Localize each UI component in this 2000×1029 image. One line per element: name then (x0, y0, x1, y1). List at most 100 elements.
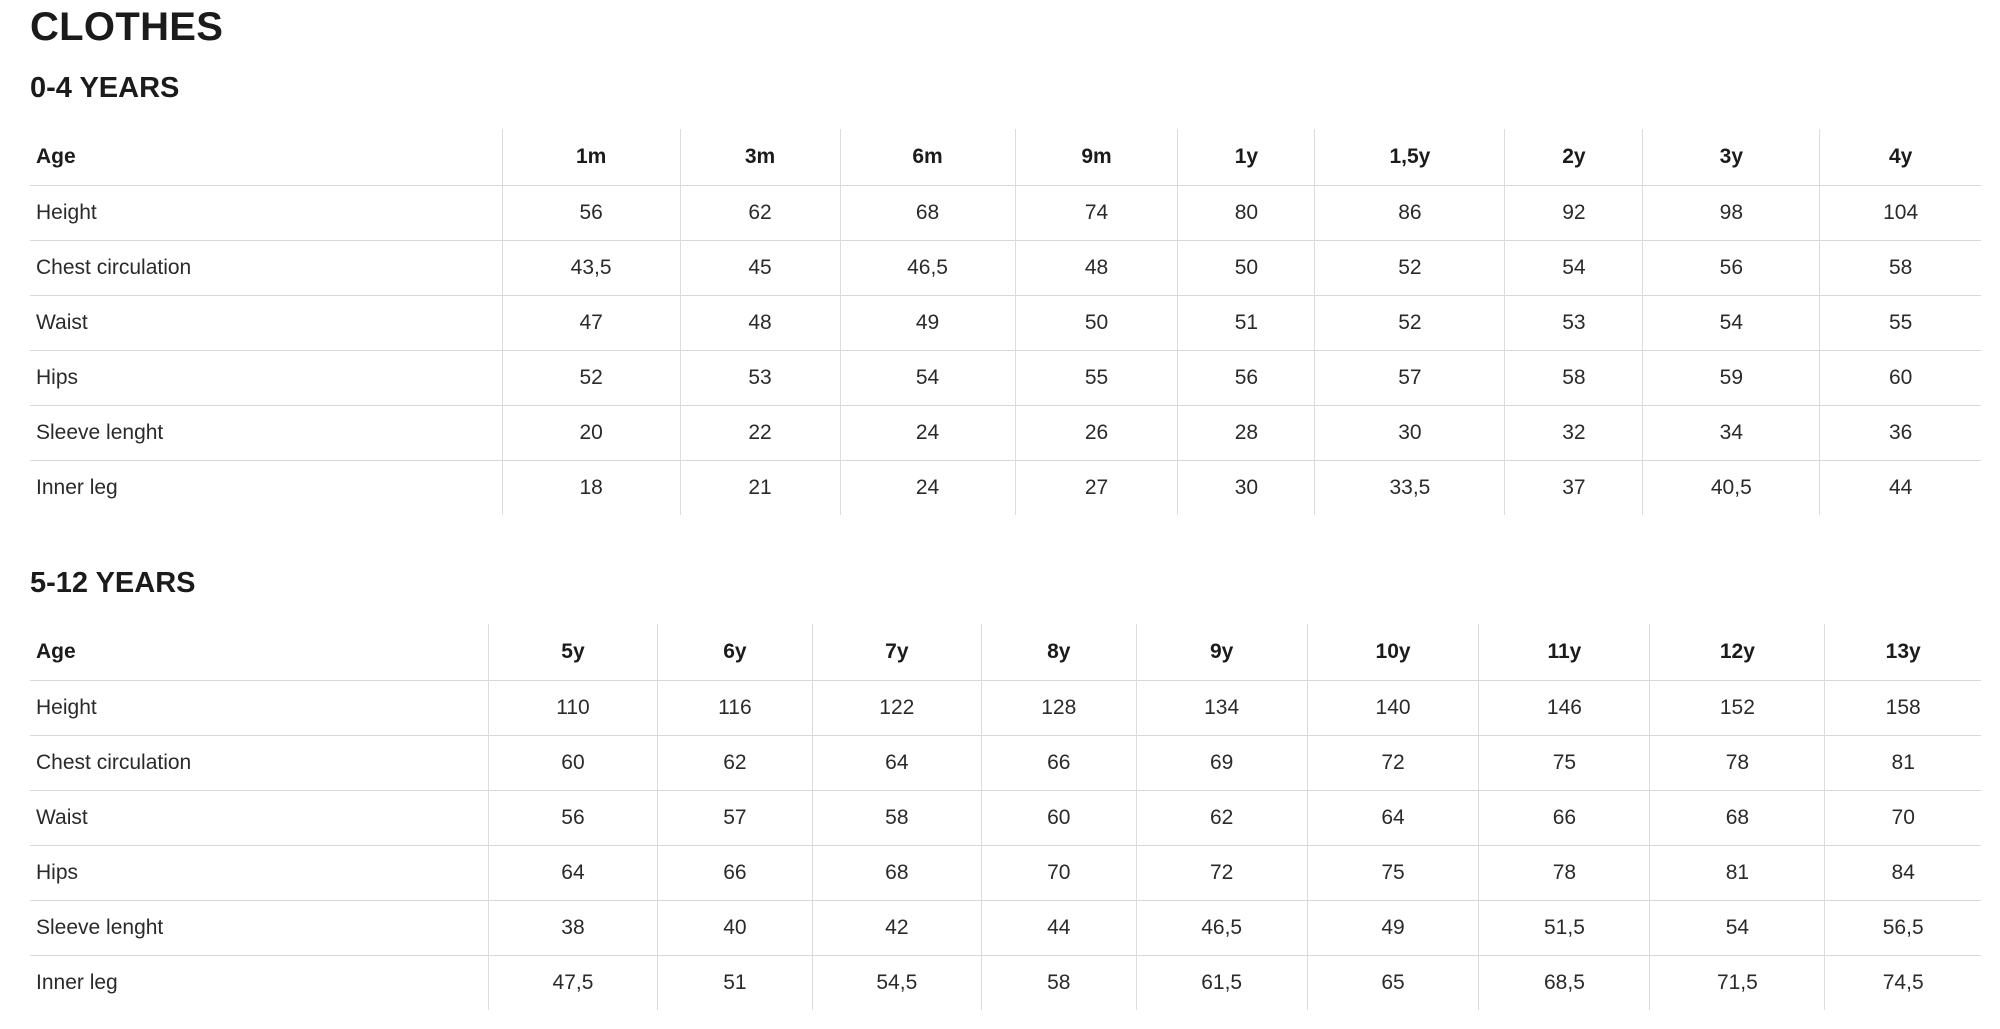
table-row: Inner leg 18 21 24 27 30 33,5 37 40,5 44 (30, 460, 1981, 515)
size-column-header: 2y (1504, 129, 1643, 186)
table-cell: 62 (679, 185, 841, 241)
table-cell: 68,5 (1478, 955, 1650, 1010)
table-cell: 54 (1649, 900, 1825, 956)
table-cell: 74,5 (1824, 955, 1981, 1010)
table-cell: 28 (1177, 405, 1315, 461)
table-cell: 66 (656, 845, 813, 901)
table-cell: 98 (1642, 185, 1820, 241)
table-cell: 44 (1819, 460, 1981, 515)
table-cell: 81 (1649, 845, 1825, 901)
size-column-header: 3m (679, 129, 841, 186)
table-cell: 58 (811, 790, 982, 846)
row-label: Inner leg (30, 955, 489, 1010)
table-cell: 52 (1314, 295, 1505, 351)
table-cell: 42 (811, 900, 982, 956)
table-cell: 52 (1314, 240, 1505, 296)
table-cell: 122 (811, 680, 982, 736)
table-cell: 48 (679, 295, 841, 351)
table-row: Chest circulation 43,5 45 46,5 48 50 52 54 56 58 (30, 240, 1981, 296)
table-cell: 32 (1504, 405, 1643, 461)
table-cell: 45 (679, 240, 841, 296)
table-cell: 20 (501, 405, 681, 461)
table-cell: 50 (1177, 240, 1315, 296)
table-cell: 128 (980, 680, 1137, 736)
table-cell: 58 (1819, 240, 1981, 296)
table-cell: 49 (839, 295, 1016, 351)
row-label: Inner leg (30, 460, 503, 515)
table-cell: 78 (1478, 845, 1650, 901)
table-cell: 46,5 (1135, 900, 1308, 956)
row-label: Waist (30, 295, 503, 351)
table-cell: 70 (980, 845, 1137, 901)
table-cell: 49 (1306, 900, 1479, 956)
section-heading: 0-4 YEARS (30, 72, 180, 104)
table-cell: 18 (501, 460, 681, 515)
table-row: Chest circulation 60 62 64 66 69 72 75 78 81 (30, 735, 1981, 791)
size-column-header: 1m (501, 129, 681, 186)
row-label: Height (30, 680, 489, 736)
table-row: Waist 47 48 49 50 51 52 53 54 55 (30, 295, 1981, 351)
table-cell: 40 (656, 900, 813, 956)
table-cell: 56 (501, 185, 681, 241)
table-cell: 50 (1014, 295, 1178, 351)
table-row: Hips 64 66 68 70 72 75 78 81 84 (30, 845, 1981, 901)
table-cell: 61,5 (1135, 955, 1308, 1010)
page-title: CLOTHES (30, 5, 224, 49)
table-cell: 64 (487, 845, 658, 901)
table-cell: 146 (1478, 680, 1650, 736)
table-cell: 46,5 (839, 240, 1016, 296)
table-cell: 54 (1642, 295, 1820, 351)
size-column-header: 6y (656, 624, 813, 681)
table-cell: 47 (501, 295, 681, 351)
table-cell: 69 (1135, 735, 1308, 791)
size-column-header: 9m (1014, 129, 1178, 186)
table-cell: 24 (839, 460, 1016, 515)
size-column-header: 1,5y (1314, 129, 1505, 186)
table-cell: 54 (839, 350, 1016, 406)
table-cell: 40,5 (1642, 460, 1820, 515)
table-cell: 65 (1306, 955, 1479, 1010)
table-cell: 64 (811, 735, 982, 791)
table-cell: 57 (1314, 350, 1505, 406)
table-cell: 59 (1642, 350, 1820, 406)
table-cell: 70 (1824, 790, 1981, 846)
table-cell: 68 (839, 185, 1016, 241)
table-cell: 72 (1306, 735, 1479, 791)
table-cell: 110 (487, 680, 658, 736)
table-cell: 64 (1306, 790, 1479, 846)
table-cell: 75 (1478, 735, 1650, 791)
table-cell: 134 (1135, 680, 1308, 736)
table-cell: 66 (1478, 790, 1650, 846)
table-cell: 44 (980, 900, 1137, 956)
table-cell: 54 (1504, 240, 1643, 296)
table-cell: 51,5 (1478, 900, 1650, 956)
size-column-header: 3y (1642, 129, 1820, 186)
table-cell: 55 (1819, 295, 1981, 351)
table-cell: 48 (1014, 240, 1178, 296)
table-cell: 62 (656, 735, 813, 791)
size-column-header: 11y (1478, 624, 1650, 681)
table-cell: 56 (1642, 240, 1820, 296)
size-table-section: 0-4 YEARS Age 1m 3m 6m 9m 1y 1,5y 2y 3y 4y Height 56… (30, 74, 1981, 515)
table-cell: 74 (1014, 185, 1178, 241)
table-cell: 60 (487, 735, 658, 791)
section-heading: 5-12 YEARS (30, 567, 196, 599)
table-cell: 66 (980, 735, 1137, 791)
row-label: Sleeve lenght (30, 900, 489, 956)
table-cell: 62 (1135, 790, 1308, 846)
table-cell: 34 (1642, 405, 1820, 461)
size-column-header: 7y (811, 624, 982, 681)
table-cell: 56 (1177, 350, 1315, 406)
row-label: Hips (30, 845, 489, 901)
table-cell: 53 (1504, 295, 1643, 351)
table-cell: 24 (839, 405, 1016, 461)
table-cell: 78 (1649, 735, 1825, 791)
size-column-header: 4y (1819, 129, 1981, 186)
row-label: Chest circulation (30, 735, 489, 791)
table-cell: 140 (1306, 680, 1479, 736)
table-cell: 60 (980, 790, 1137, 846)
size-column-header: 9y (1135, 624, 1308, 681)
table-cell: 75 (1306, 845, 1479, 901)
table-row: Waist 56 57 58 60 62 64 66 68 70 (30, 790, 1981, 846)
table-cell: 57 (656, 790, 813, 846)
